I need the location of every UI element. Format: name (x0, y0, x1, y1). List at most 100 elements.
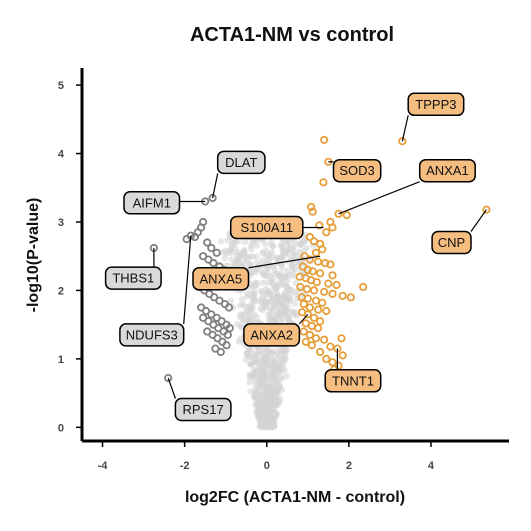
up-point (315, 259, 321, 265)
bg-point (292, 252, 298, 258)
bg-point (272, 382, 278, 388)
gene-label: THBS1 (112, 271, 154, 286)
bg-point (242, 239, 248, 245)
bg-point (290, 273, 296, 279)
gene-label: ANXA2 (250, 327, 293, 342)
gene-label: AIFM1 (133, 195, 171, 210)
bg-point (248, 372, 254, 378)
gene-label: ANXA1 (426, 163, 469, 178)
bg-point (259, 280, 265, 286)
up-point (329, 272, 335, 278)
bg-point (233, 259, 239, 265)
up-point (360, 284, 366, 290)
up-point (348, 294, 354, 300)
up-point (344, 212, 350, 218)
leader-line (471, 210, 486, 232)
up-point (317, 270, 323, 276)
up-point (313, 335, 319, 341)
bg-point (255, 413, 261, 419)
x-tick-label: -2 (180, 460, 190, 472)
bg-point (246, 379, 252, 385)
up-point (321, 337, 327, 343)
up-point (304, 286, 310, 292)
bg-point (269, 362, 275, 368)
up-point (309, 342, 315, 348)
x-tick-label: 2 (346, 460, 352, 472)
y-tick-label: 3 (58, 217, 64, 229)
y-tick-label: 2 (58, 285, 64, 297)
bg-point (269, 413, 275, 419)
bg-point (291, 300, 297, 306)
leader-line (168, 378, 175, 399)
gene-label: CNP (438, 235, 465, 250)
bg-point (270, 356, 276, 362)
x-tick-label: -4 (98, 460, 109, 472)
leader-line (339, 182, 420, 214)
gene-label: TPPP3 (415, 97, 456, 112)
up-point (340, 352, 346, 358)
gene-label: SOD3 (339, 163, 374, 178)
y-tick-label: 5 (58, 80, 64, 92)
up-point (323, 229, 329, 235)
down-point (218, 349, 224, 355)
bg-point (261, 378, 267, 384)
up-point (323, 356, 329, 362)
leader-line (402, 115, 408, 141)
bg-point (270, 348, 276, 354)
bg-point (281, 351, 287, 357)
bg-point (285, 317, 291, 323)
up-point (327, 343, 333, 349)
up-point (317, 318, 323, 324)
bg-point (299, 238, 305, 244)
bg-point (279, 243, 285, 249)
up-point (320, 179, 326, 185)
gene-label: DLAT (225, 155, 257, 170)
bg-point (280, 250, 286, 256)
x-axis-label: log2FC (ACTA1-NM - control) (185, 489, 405, 506)
bg-point (269, 249, 275, 255)
up-point (321, 289, 327, 295)
bg-point (239, 296, 245, 302)
up-point (321, 137, 327, 143)
bg-point (262, 273, 268, 279)
up-point (329, 291, 335, 297)
bg-point (222, 255, 228, 261)
x-tick-label: 0 (264, 460, 270, 472)
bg-point (240, 249, 246, 255)
bg-point (237, 311, 243, 317)
y-tick-label: 1 (58, 354, 64, 366)
bg-point (303, 245, 309, 251)
up-point (335, 211, 341, 217)
bg-point (277, 272, 283, 278)
up-point (307, 304, 313, 310)
x-tick-label: 4 (428, 460, 435, 472)
bg-point (250, 367, 256, 373)
bg-point (253, 259, 259, 265)
bg-point (289, 264, 295, 270)
bg-point (244, 353, 250, 359)
up-point (333, 282, 339, 288)
bg-point (290, 308, 296, 314)
up-point (325, 280, 331, 286)
bg-point (250, 298, 256, 304)
bg-point (267, 289, 273, 295)
up-point (340, 293, 346, 299)
bg-point (273, 254, 279, 260)
bg-point (261, 291, 267, 297)
y-tick-label: 0 (58, 422, 64, 434)
bg-point (257, 419, 263, 425)
up-point (338, 335, 344, 341)
gene-label: S100A11 (241, 220, 294, 235)
bg-point (274, 294, 280, 300)
bg-point (291, 244, 297, 250)
bg-point (270, 284, 276, 290)
bg-point (258, 368, 264, 374)
bg-point (277, 358, 283, 364)
gene-label: ANXA5 (199, 271, 242, 286)
y-axis-label: -log10(P-value) (25, 198, 42, 313)
bg-point (263, 411, 269, 417)
gene-label: RPS17 (182, 402, 223, 417)
y-tick-label: 4 (58, 149, 65, 161)
bg-point (281, 297, 287, 303)
